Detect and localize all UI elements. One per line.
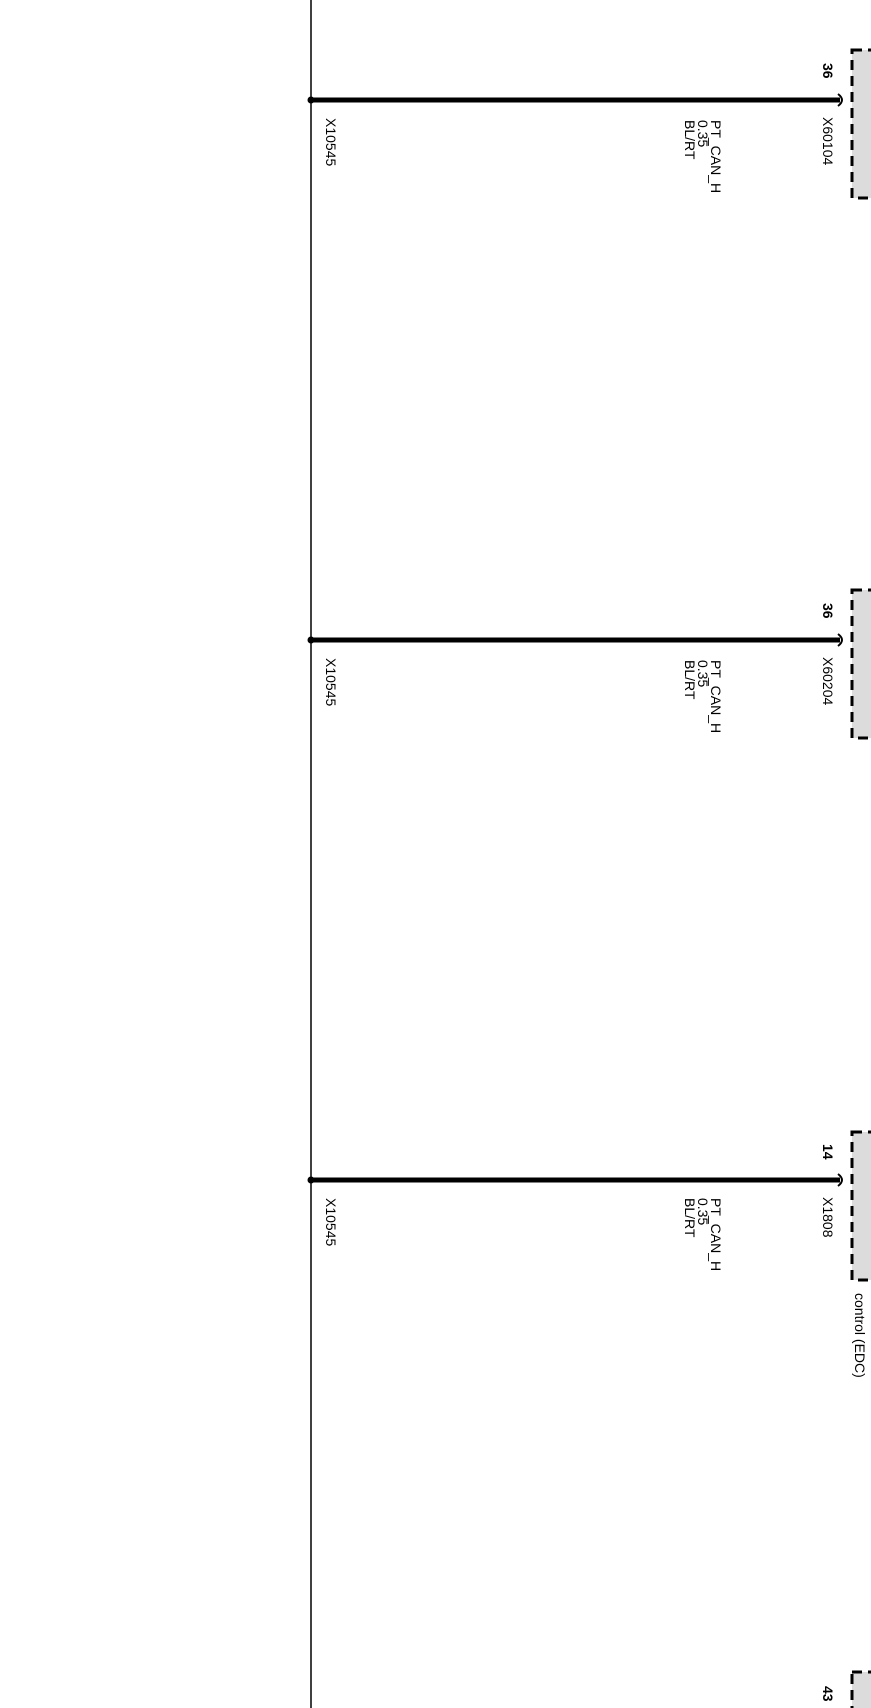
splice-label: X10545 xyxy=(323,1198,339,1246)
wire-gauge: 0.35 xyxy=(695,120,711,147)
pin-terminal-icon xyxy=(837,633,843,647)
component-box[interactable] xyxy=(850,1670,871,1708)
component-label: control (EDC) xyxy=(852,1293,868,1378)
connector-label: X60104 xyxy=(820,117,836,165)
wire-color: BL/RT xyxy=(682,120,698,160)
circuit-2: 36 X60204 PT_CAN_H 0.35 BL/RT X10545 xyxy=(307,588,871,740)
wire-gauge: 0.35 xyxy=(695,660,711,687)
splice-dot xyxy=(307,96,315,104)
wire-signal: PT_CAN_H xyxy=(708,120,724,193)
pin-number: 36 xyxy=(820,603,836,619)
pin-terminal-icon xyxy=(837,1173,843,1187)
circuit-3: 14 X1808 PT_CAN_H 0.35 BL/RT X10545 cont… xyxy=(307,1130,871,1378)
splice-dot xyxy=(307,636,315,644)
pin-terminal-icon xyxy=(837,93,843,107)
component-box[interactable] xyxy=(850,588,871,740)
circuit-1: 36 X60104 PT_CAN_H 0.35 BL/RT X10545 xyxy=(307,48,871,200)
connector-label: X1808 xyxy=(820,1197,836,1238)
pin-number: 36 xyxy=(820,63,836,79)
pin-number: 14 xyxy=(820,1144,836,1160)
connector-label: X60204 xyxy=(820,657,836,705)
pin-number: 43 xyxy=(820,1686,836,1702)
wire-signal: PT_CAN_H xyxy=(708,1198,724,1271)
wire-signal: PT_CAN_H xyxy=(708,660,724,733)
wire-color: BL/RT xyxy=(682,660,698,700)
splice-label: X10545 xyxy=(323,118,339,166)
wire-gauge: 0.35 xyxy=(695,1198,711,1225)
splice-dot xyxy=(307,1176,315,1184)
component-box[interactable] xyxy=(850,48,871,200)
wire-color: BL/RT xyxy=(682,1198,698,1238)
circuit-4: 43 xyxy=(820,1670,871,1708)
component-box[interactable] xyxy=(850,1130,871,1282)
splice-label: X10545 xyxy=(323,658,339,706)
